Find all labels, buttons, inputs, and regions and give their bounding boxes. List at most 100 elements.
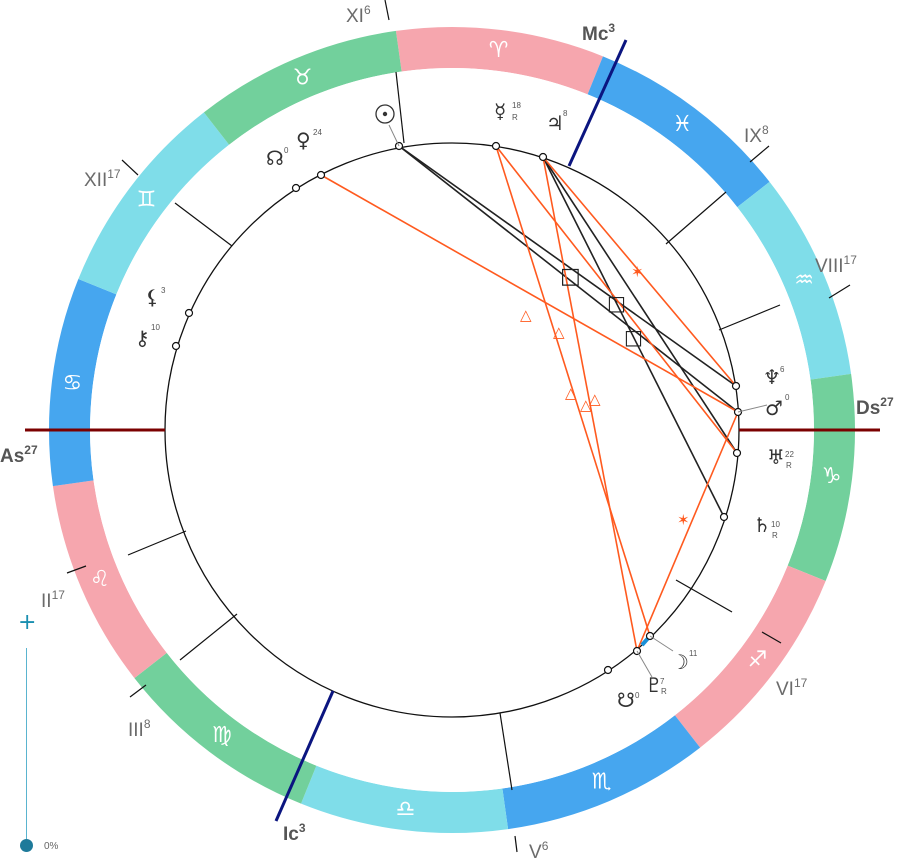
house-labels: XI6 IX8 VIII17 VI17 V6 III8 II17 XII17 <box>41 3 857 861</box>
pluto-icon: ♇ <box>645 673 663 697</box>
sextile-aspect-symbol: ✶ <box>631 263 644 281</box>
zoom-value-label: 0% <box>44 841 59 852</box>
taurus-icon: ♉ <box>293 65 313 90</box>
jupiter-planet[interactable]: ♃ 8 <box>546 109 568 135</box>
svg-text:7: 7 <box>660 677 665 686</box>
house-label-12: XII17 <box>84 167 121 191</box>
mc-axis <box>567 39 628 167</box>
zodiac-segment-pisces <box>587 56 770 208</box>
trine-aspect-symbol: △ <box>553 323 565 341</box>
midheaven-label: Mc3 <box>582 21 615 45</box>
pisces-icon: ♓ <box>672 112 692 137</box>
zodiac-segment-capricorn <box>787 373 855 581</box>
zodiac-segment-gemini <box>78 112 230 295</box>
leo-icon: ♌ <box>90 567 110 592</box>
south-node-planet[interactable]: ☋ 0 <box>617 688 640 712</box>
pluto-planet[interactable]: ♇ 7 R <box>645 673 667 697</box>
planets: ☿ 18 R ♃ 8 ♀ 24 ☊ 0 ⚸ 3 ⚷ 10 ♆ 6 ♂ <box>135 99 794 712</box>
zodiac-segment-cancer <box>48 279 117 487</box>
south-node-icon: ☋ <box>617 688 635 712</box>
svg-text:0: 0 <box>785 393 790 402</box>
house-label-2: II17 <box>41 588 65 612</box>
trine-aspect-symbol: △ <box>580 396 592 414</box>
chiron-planet[interactable]: ⚷ 10 <box>135 323 160 350</box>
house-label-11: XI6 <box>346 3 371 27</box>
uranus-icon: ♅ <box>767 445 785 469</box>
zodiac-segment-sagittarius <box>674 565 826 748</box>
house-label-8: VIII17 <box>815 253 857 277</box>
house-label-6: VI17 <box>776 676 808 700</box>
lilith-planet[interactable]: ⚸ 3 <box>145 285 166 309</box>
svg-text:22: 22 <box>785 450 794 459</box>
svg-text:0: 0 <box>284 146 289 155</box>
mars-icon: ♂ <box>765 396 783 420</box>
mercury-planet[interactable]: ☿ 18 R <box>494 99 521 123</box>
house-cusp-outer-ticks <box>66 0 851 853</box>
north-node-planet[interactable]: ☊ 0 <box>266 146 289 170</box>
zodiac-segment-libra <box>301 765 509 833</box>
libra-icon: ♎ <box>396 797 416 822</box>
aquarius-icon: ♒ <box>794 268 814 293</box>
zodiac-segment-taurus <box>203 30 402 145</box>
ic-axis <box>274 690 335 822</box>
scorpio-icon: ♏ <box>592 770 612 795</box>
mercury-icon: ☿ <box>494 99 506 123</box>
house-cusp-lines <box>127 71 781 791</box>
square-aspect-symbol: □ <box>560 264 581 289</box>
zodiac-segment-scorpio <box>502 715 701 830</box>
square-aspect-symbol: □ <box>624 325 643 349</box>
house-label-3: III8 <box>128 717 151 741</box>
neptune-icon: ♆ <box>763 365 781 389</box>
planet-leader-lines <box>388 124 768 678</box>
gemini-icon: ♊ <box>137 187 157 212</box>
neptune-planet[interactable]: ♆ 6 <box>763 365 785 389</box>
square-aspect-symbol: □ <box>607 291 626 315</box>
venus-planet[interactable]: ♀ 24 <box>296 128 322 152</box>
zoom-control: + 0% <box>14 610 58 857</box>
aries-icon: ♈ <box>489 38 509 63</box>
zoom-slider-track[interactable] <box>26 648 27 844</box>
jupiter-icon: ♃ <box>546 111 564 135</box>
svg-text:3: 3 <box>161 286 166 295</box>
svg-text:18: 18 <box>512 101 521 110</box>
moon-icon: ☽ <box>671 650 689 674</box>
svg-text:10: 10 <box>151 323 160 332</box>
sun-planet[interactable] <box>375 104 395 124</box>
zodiac-segment-aries <box>395 27 603 95</box>
uranus-planet[interactable]: ♅ 22 R <box>767 445 794 470</box>
house-label-5: V6 <box>529 839 549 861</box>
trine-aspect-symbol: △ <box>589 390 601 408</box>
svg-text:R: R <box>512 113 518 122</box>
planet-position-dots <box>171 141 743 675</box>
aspect-symbols: □ □ □ ✶ ✶ △ △ △ △ △ <box>520 263 690 529</box>
sextile-aspect-symbol: ✶ <box>677 511 690 529</box>
svg-text:R: R <box>772 531 778 540</box>
capricorn-icon: ♑ <box>822 464 842 489</box>
virgo-icon: ♍ <box>212 723 232 748</box>
descendant-label: Ds27 <box>856 395 894 419</box>
sagittarius-icon: ♐ <box>748 648 768 673</box>
moon-planet[interactable]: ☽ 11 <box>671 649 698 674</box>
chiron-icon: ⚷ <box>135 326 150 350</box>
lilith-icon: ⚸ <box>145 285 160 309</box>
mars-planet[interactable]: ♂ 0 <box>765 393 790 420</box>
saturn-icon: ♄ <box>753 513 771 537</box>
zoom-slider-handle[interactable] <box>20 839 33 852</box>
svg-text:24: 24 <box>313 128 322 137</box>
zodiac-segment-virgo <box>134 652 317 804</box>
north-node-icon: ☊ <box>266 146 284 170</box>
ascendant-label: As27 <box>0 443 38 467</box>
svg-text:R: R <box>786 461 792 470</box>
trine-aspect-symbol: △ <box>520 306 532 324</box>
svg-text:11: 11 <box>689 649 698 658</box>
svg-text:6: 6 <box>780 365 785 374</box>
svg-text:10: 10 <box>771 520 780 529</box>
zoom-in-button[interactable]: + <box>18 610 37 635</box>
house-ring-background <box>90 68 814 792</box>
house-label-9: IX8 <box>744 123 769 147</box>
zodiac-segment-aquarius <box>737 181 852 380</box>
zodiac-ring: ♈ ♓ ♒ ♑ ♐ ♏ ♎ ♍ ♌ ♋ ♊ ♉ <box>48 27 855 833</box>
saturn-planet[interactable]: ♄ 10 R <box>753 513 780 540</box>
aspect-lines <box>320 145 739 652</box>
